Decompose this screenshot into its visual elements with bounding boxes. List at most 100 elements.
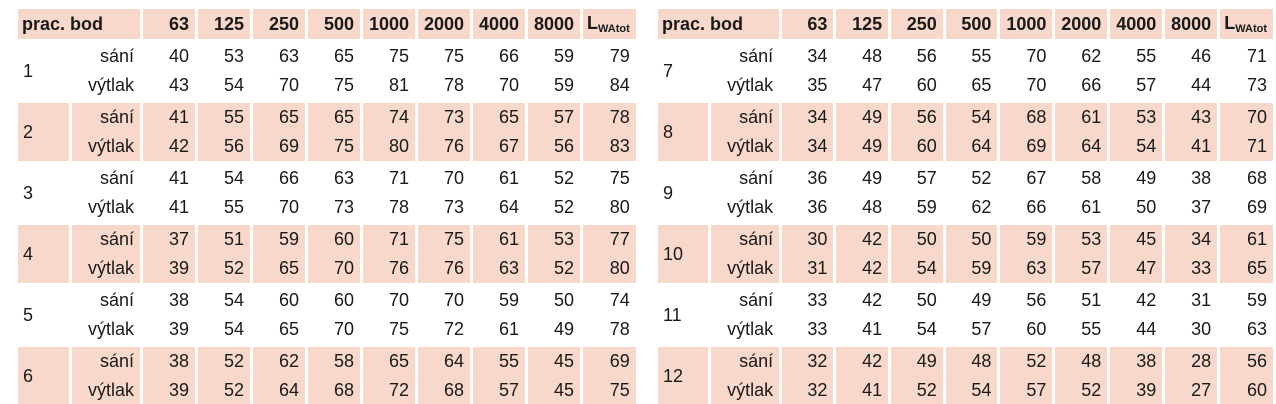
row-label: výtlak — [69, 376, 143, 404]
value-cell: 65 — [305, 39, 363, 71]
point-id: 6 — [15, 344, 72, 404]
data-row: 2 sání 41 55 65 65 74 73 65 57 78 — [15, 100, 639, 163]
value-cell: 54 — [195, 71, 253, 102]
value-cell: 51 — [1052, 283, 1111, 315]
value-cell: 38 — [1162, 161, 1221, 193]
value-cell: 33 — [779, 315, 837, 346]
value-cell: 68 — [997, 100, 1056, 132]
value-cell: 35 — [779, 71, 837, 102]
value-cell: 59 — [1217, 283, 1276, 315]
header-main: L — [1224, 13, 1236, 33]
value-cell: 49 — [833, 100, 892, 132]
header-cell: 8000 — [525, 9, 583, 42]
value-cell: 70 — [415, 283, 473, 315]
header-sub: WAtot — [1235, 23, 1267, 35]
value-cell: 28 — [1162, 344, 1221, 376]
value-cell: 75 — [305, 71, 363, 102]
value-cell: 70 — [305, 315, 363, 346]
value-cell: 51 — [195, 222, 253, 254]
value-cell: 66 — [997, 193, 1056, 224]
value-cell: 64 — [470, 193, 528, 224]
value-cell: 49 — [942, 283, 1001, 315]
value-cell: 78 — [415, 71, 473, 102]
data-row: 7 sání 34 48 56 55 70 62 55 46 71 — [654, 39, 1276, 102]
value-cell: 50 — [525, 283, 583, 315]
value-cell: 36 — [779, 161, 837, 193]
row-label: sání — [708, 283, 783, 315]
value-cell: 63 — [470, 254, 528, 285]
value-cell: 39 — [140, 315, 198, 346]
row-label: výtlak — [69, 71, 143, 102]
value-cell: 63 — [1217, 315, 1276, 346]
value-cell: 52 — [195, 376, 253, 404]
value-cell: 59 — [470, 283, 528, 315]
value-cell: 57 — [1052, 254, 1111, 285]
value-cell: 78 — [580, 100, 639, 132]
header-cell: 4000 — [470, 9, 528, 42]
value-cell: 57 — [997, 376, 1056, 404]
value-cell: 48 — [942, 344, 1001, 376]
point-id: 3 — [15, 161, 72, 224]
value-cell: 75 — [415, 39, 473, 71]
value-cell: 48 — [833, 193, 892, 224]
value-cell: 59 — [525, 71, 583, 102]
header-cell: 250 — [888, 9, 946, 42]
value-cell: 52 — [1052, 376, 1111, 404]
header-sub: WAtot — [598, 23, 630, 35]
value-cell: 48 — [833, 39, 892, 71]
row-label: sání — [69, 222, 143, 254]
value-cell: 64 — [1052, 132, 1111, 163]
value-cell: 61 — [470, 161, 528, 193]
data-row: 5 sání 38 54 60 60 70 70 59 50 74 — [15, 283, 639, 346]
value-cell: 52 — [525, 193, 583, 224]
value-cell: 50 — [942, 222, 1001, 254]
value-cell: 53 — [525, 222, 583, 254]
value-cell: 55 — [1052, 315, 1111, 346]
value-cell: 59 — [942, 254, 1001, 285]
value-cell: 38 — [1107, 344, 1166, 376]
value-cell: 78 — [360, 193, 418, 224]
value-cell: 80 — [580, 193, 639, 224]
data-row: výtlak 43 54 70 75 81 78 70 59 84 — [17, 71, 639, 102]
header-cell: prac. bod — [654, 9, 783, 42]
header-cell: LWAtot — [1217, 9, 1276, 42]
value-cell: 39 — [140, 376, 198, 404]
value-cell: 33 — [1162, 254, 1221, 285]
value-cell: 42 — [140, 132, 198, 163]
value-cell: 75 — [305, 132, 363, 163]
value-cell: 63 — [997, 254, 1056, 285]
row-label: sání — [69, 39, 143, 71]
value-cell: 27 — [1162, 376, 1221, 404]
value-cell: 70 — [415, 161, 473, 193]
value-cell: 56 — [888, 100, 946, 132]
value-cell: 57 — [888, 161, 946, 193]
value-cell: 79 — [580, 39, 639, 71]
value-cell: 62 — [1052, 39, 1111, 71]
value-cell: 54 — [942, 376, 1001, 404]
header-cell: 2000 — [415, 9, 473, 42]
value-cell: 70 — [1217, 100, 1276, 132]
data-row: 9 sání 36 49 57 52 67 58 49 38 68 — [654, 161, 1276, 224]
row-label: výtlak — [708, 376, 783, 404]
header-cell: prac. bod — [15, 9, 143, 42]
point-id: 12 — [654, 344, 712, 404]
value-cell: 65 — [942, 71, 1001, 102]
value-cell: 64 — [942, 132, 1001, 163]
value-cell: 31 — [779, 254, 837, 285]
value-cell: 58 — [305, 344, 363, 376]
value-cell: 68 — [415, 376, 473, 404]
data-row: 10 sání 30 42 50 50 59 53 45 34 61 — [654, 222, 1276, 285]
value-cell: 42 — [833, 254, 892, 285]
value-cell: 52 — [888, 376, 946, 404]
value-cell: 67 — [997, 161, 1056, 193]
value-cell: 59 — [250, 222, 308, 254]
value-cell: 59 — [525, 39, 583, 71]
row-label: výtlak — [708, 315, 783, 346]
value-cell: 65 — [470, 100, 528, 132]
value-cell: 55 — [1107, 39, 1166, 71]
value-cell: 70 — [997, 71, 1056, 102]
value-cell: 71 — [360, 161, 418, 193]
value-cell: 75 — [415, 222, 473, 254]
header-row: prac. bod 63 125 250 500 1000 2000 4000 8000 LWAt… — [15, 9, 639, 42]
data-row: výtlak 41 55 70 73 78 73 64 52 80 — [17, 193, 639, 224]
